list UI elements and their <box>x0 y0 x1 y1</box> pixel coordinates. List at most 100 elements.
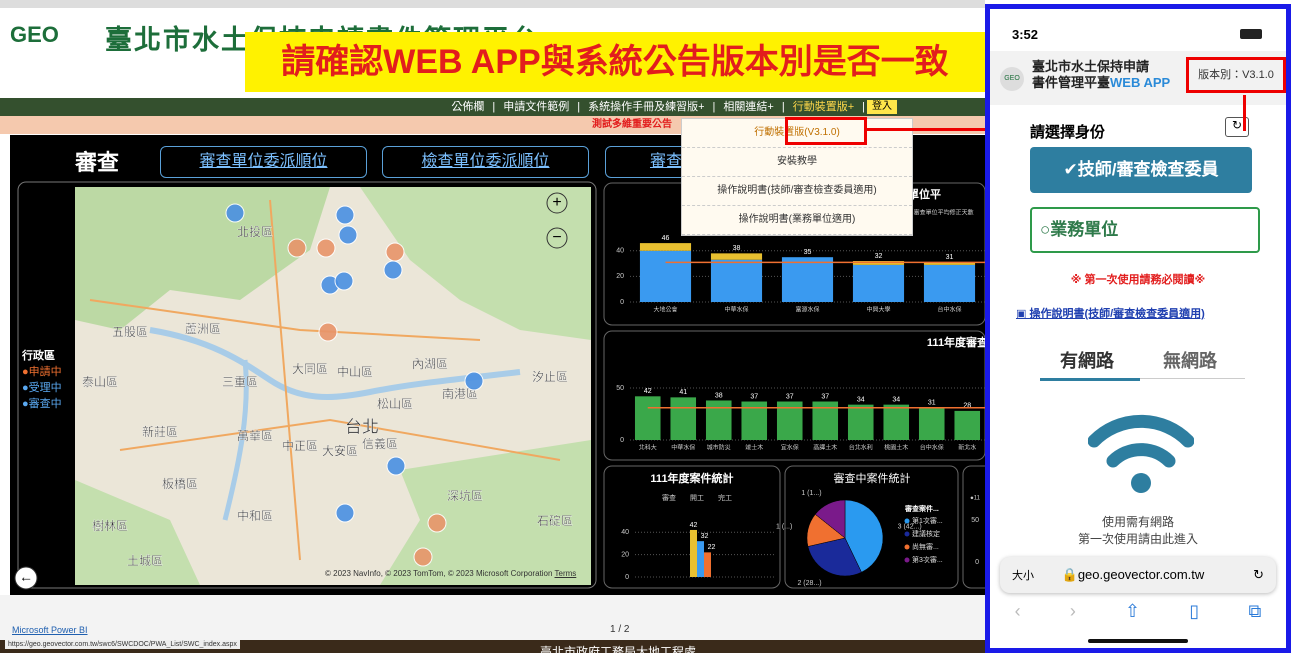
value-label: 2 (28...) <box>797 580 821 587</box>
wifi-dot <box>1131 473 1151 493</box>
value-label: 32 <box>701 533 709 540</box>
chart-title: 111年度案件統計 <box>650 471 733 485</box>
legend-item: 尚無審... <box>912 542 939 551</box>
value-label: 41 <box>679 389 687 396</box>
bar <box>704 552 711 577</box>
app-title-line: 臺北市水土保持申請 <box>1032 59 1170 75</box>
map-marker <box>288 239 306 257</box>
y-tick-label: 40 <box>621 529 629 536</box>
legend-text: ●申請中 <box>22 366 62 378</box>
wifi-arc <box>1094 421 1188 441</box>
x-tick-label: 富源水保 <box>795 306 819 314</box>
value-label: 1 (...) <box>776 524 792 531</box>
y-tick-label: 20 <box>616 273 624 280</box>
app-logo: GEO <box>1000 67 1024 91</box>
app-title: 臺北市水土保持申請書件管理平臺WEB APP <box>1032 59 1170 91</box>
legend-swatch <box>905 519 910 524</box>
reload[interactable]: ↻ <box>1253 557 1264 593</box>
bar <box>883 405 909 440</box>
tab-online[interactable]: 有網路 <box>1060 347 1114 373</box>
value-label: 1 (1...) <box>801 490 821 497</box>
legend-swatch <box>905 532 910 537</box>
bar <box>697 541 704 577</box>
x-tick-label: 台中水保 <box>937 306 961 314</box>
x-tick-label: 竣士木 <box>745 444 763 452</box>
wifi-icon <box>1088 409 1194 499</box>
attribution-text: © 2023 NavInfo, © 2023 TomTom, © 2023 Mi… <box>325 569 552 578</box>
map-marker <box>336 504 354 522</box>
screenshot: GEO 臺北市水土保持申請書件管理平台 請確認WEB APP與系統公告版本別是否… <box>0 0 1291 653</box>
chart-panel <box>604 331 985 460</box>
place-label: 三重區 <box>222 375 258 389</box>
pager[interactable]: 1 / 2 <box>610 624 629 635</box>
place-label: 樹林區 <box>92 519 128 533</box>
banner: 請確認WEB APP與系統公告版本別是否一致 <box>245 32 985 92</box>
bar <box>640 251 691 302</box>
toolbar-book[interactable]: ▯ <box>1189 601 1199 622</box>
place-label: 泰山區 <box>82 375 118 389</box>
y-tick-label: 50 <box>616 385 624 392</box>
map-marker <box>387 457 405 475</box>
map-attribution: © 2023 NavInfo, © 2023 TomTom, © 2023 Mi… <box>325 569 576 578</box>
legend-item: 審查 <box>662 493 676 502</box>
chart-legend: ●11 <box>970 496 981 502</box>
app-title-text: 書件管理平臺 <box>1032 75 1110 90</box>
dropdown-item[interactable]: 安裝教學 <box>682 148 912 177</box>
x-tick-label: 城市防災 <box>707 444 731 452</box>
info-line: 使用需有網路 <box>990 514 1286 531</box>
dropdown-item[interactable]: 操作說明書(業務單位適用) <box>682 206 912 235</box>
y-tick-label: 40 <box>616 248 624 255</box>
y-tick-label: 20 <box>621 551 629 558</box>
map-marker <box>319 323 337 341</box>
value-label: 46 <box>662 235 670 242</box>
toolbar-tabs[interactable]: ⧉ <box>1248 601 1261 622</box>
tab-offline[interactable]: 無網路 <box>1163 347 1217 373</box>
bar <box>924 265 975 302</box>
chart-legend: ●審查單位平均修正天數 <box>910 209 974 217</box>
map-legend: 行政區 ●申請中 ●受理中 ●審查中 <box>22 348 62 412</box>
legend-item: ●受理中 <box>22 380 62 396</box>
connector <box>1243 95 1246 131</box>
toolbar-forward[interactable]: › <box>1070 601 1076 622</box>
value-label: 35 <box>804 249 812 256</box>
toolbar-back[interactable]: ‹ <box>1015 601 1021 622</box>
role-button[interactable]: ○業務單位 <box>1030 207 1260 253</box>
highlight-box <box>785 117 867 145</box>
place-label: 大同區 <box>292 362 328 376</box>
terms-link[interactable]: Terms <box>555 569 577 578</box>
y-tick-label: 0 <box>975 559 979 566</box>
version-label: 版本別：V3.1.0 <box>1186 57 1286 93</box>
value-label: 37 <box>786 393 794 400</box>
value-label: 37 <box>821 393 829 400</box>
manual-link[interactable]: ▣ 操作說明書(技師/審查檢查委員適用) <box>1016 305 1205 321</box>
bar <box>711 260 762 302</box>
x-tick-label: 台北水利 <box>849 444 873 452</box>
dropdown-item[interactable]: 操作說明書(技師/審查檢查委員適用) <box>682 177 912 206</box>
role-button[interactable]: ✔技師/審查檢查委員 <box>1030 147 1252 193</box>
tab-divider <box>1140 378 1245 379</box>
map-marker <box>428 514 446 532</box>
bar <box>690 530 697 577</box>
toolbar-share[interactable]: ⇧ <box>1125 601 1140 622</box>
address-bar[interactable]: 大小 🔒geo.geovector.com.tw ↻ <box>1000 557 1276 593</box>
place-label: 板橋區 <box>162 477 198 491</box>
x-tick-label: 北科大 <box>639 444 657 452</box>
map-marker <box>386 243 404 261</box>
value-label: 34 <box>857 396 865 403</box>
map-marker <box>336 206 354 224</box>
x-tick-label: 中華水保 <box>724 306 748 314</box>
text-size[interactable]: 大小 <box>1012 570 1034 582</box>
place-label: 新莊區 <box>142 424 178 439</box>
place-label: 蘆洲區 <box>185 322 221 336</box>
x-tick-label: 中華水保 <box>671 444 695 452</box>
wifi-arc <box>1113 450 1169 461</box>
map-marker <box>465 372 483 390</box>
value-label: 34 <box>892 396 900 403</box>
app-title-app: WEB APP <box>1110 75 1170 90</box>
powerbi-link[interactable]: Microsoft Power BI <box>12 625 88 635</box>
legend-text: ●受理中 <box>22 382 62 394</box>
bar <box>706 400 732 440</box>
choose-label: 請選擇身份 <box>1030 121 1105 142</box>
footer <box>0 595 985 640</box>
bar <box>848 405 874 440</box>
